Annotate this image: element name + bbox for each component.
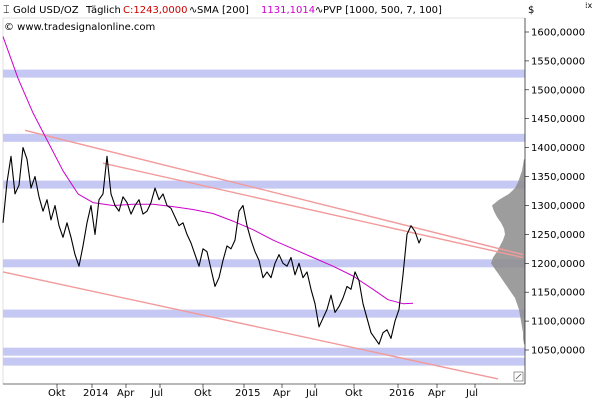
band-layer [3,69,525,366]
pvp-label: PVP [1000, 500, 7, 100] [323,5,442,16]
x-tick-label-1: 2014 [83,388,108,399]
y-tick-label-0: 1050,0000 [531,346,585,357]
x-tick-label-0: Okt [48,388,66,399]
y-tick-label-5: 1300,0000 [531,201,585,212]
y-tick-label-2: 1150,0000 [531,288,585,299]
series-sma-0 [2,36,414,305]
series-channel-1 [102,162,524,259]
sma-label: SMA [200] [197,5,249,16]
volume-profile [491,159,525,345]
pvp-glyph: ∿ [315,5,323,16]
close-label: C:1243,0000 [123,5,187,16]
x-tick-label-4: Okt [194,388,212,399]
y-tick-label-10: 1550,0000 [531,56,585,67]
y-tick-label-8: 1450,0000 [531,114,585,125]
price-band-6 [3,69,525,78]
copyright: © www.tradesignalonline.com [4,22,155,33]
y-tick-label-11: 1600,0000 [531,28,585,39]
x-tick-label-5: 2015 [235,388,260,399]
series-price-0 [2,147,422,345]
sma-value: 1131,1014 [261,5,315,16]
x-tick-label-9: 2016 [389,388,414,399]
y-tick-label-6: 1350,0000 [531,172,585,183]
volume-profile-shape [491,159,525,345]
sma-glyph: ∿ [189,5,197,16]
x-tick-label-10: Apr [428,388,446,399]
legend-header: ⌶ Gold USD/OZ Täglich C:1243,0000 ∿ SMA … [3,1,593,33]
series-channel-2 [2,271,499,380]
x-axis: Okt 2014 Apr Jul Okt 2015 Apr Jul Okt 2016 Apr Jul [3,383,525,399]
corner-icon: ⁞x [585,1,593,10]
price-band-0 [3,357,525,366]
y-tick-label-9: 1500,0000 [531,85,585,96]
y-tick-label-1: 1100,0000 [531,317,585,328]
price-band-2 [3,309,525,318]
y-axis: 1050,0000 1100,0000 1150,0000 1200,0000 1250… [524,18,585,384]
price-band-5 [3,133,525,142]
currency-label: $ [528,5,534,16]
price-band-3 [3,259,525,268]
x-tick-label-6: Apr [273,388,291,399]
y-tick-label-7: 1400,0000 [531,143,585,154]
x-tick-label-8: Okt [345,388,363,399]
y-tick-label-4: 1250,0000 [531,230,585,241]
x-tick-label-3: Jul [150,388,163,399]
price-band-1 [3,347,525,356]
x-tick-label-2: Apr [117,388,135,399]
resize-handle[interactable] [513,371,524,382]
symbol-label: Gold USD/OZ [13,5,79,16]
period-label: Täglich [85,5,121,16]
series-channel-0 [24,129,524,256]
x-tick-label-7: Jul [305,388,318,399]
y-tick-label-3: 1200,0000 [531,259,585,270]
series-layer [2,36,524,380]
price-band-4 [3,180,525,189]
x-tick-label-11: Jul [465,388,478,399]
symbol-glyph: ⌶ [3,3,10,16]
